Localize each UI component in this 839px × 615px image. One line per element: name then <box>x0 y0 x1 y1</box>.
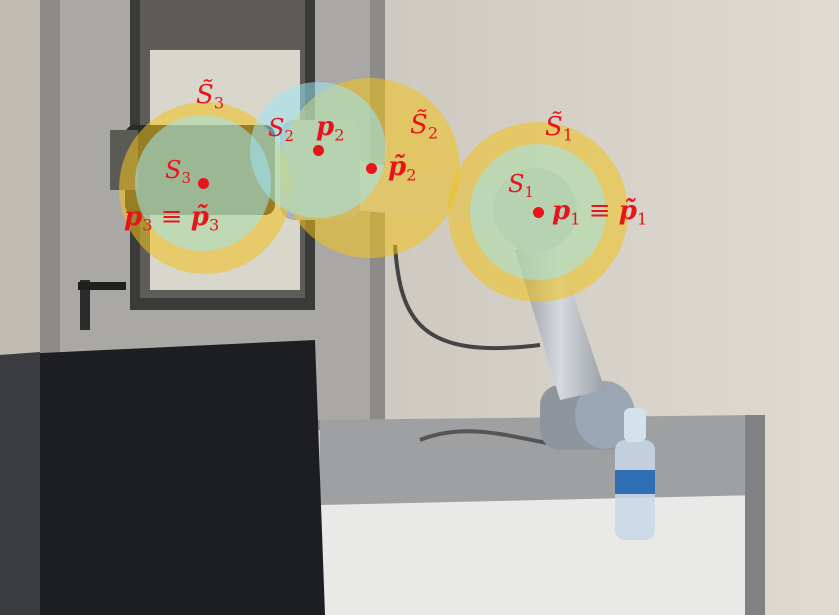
pc-case <box>0 340 325 615</box>
door-handle-plate <box>80 280 90 330</box>
arm-cable-2 <box>393 244 541 351</box>
water-bottle-neck <box>624 408 646 442</box>
point-p1 <box>532 206 544 218</box>
robot-base-joint <box>575 381 635 449</box>
label-p1-equiv-p1-tilde: p1 ≡ p̃1 <box>552 196 648 229</box>
door-handle <box>78 282 126 290</box>
label-p3-equiv-p3-tilde: p3 ≡ p̃3 <box>124 202 220 235</box>
label-s3: S3 <box>165 156 191 188</box>
point-p2-tilde <box>365 162 377 174</box>
label-s1: S1 <box>508 170 534 202</box>
point-p3 <box>197 177 209 189</box>
label-s2: S2 <box>268 114 294 146</box>
table-leg <box>745 415 765 615</box>
label-s2-tilde: S̃2 <box>410 110 439 143</box>
point-p2 <box>312 144 324 156</box>
label-s1-tilde: S̃1 <box>545 112 574 145</box>
label-s3-tilde: S̃3 <box>196 80 225 113</box>
table-front <box>320 495 760 615</box>
label-p2: p2 <box>316 112 345 145</box>
water-bottle-label <box>615 470 655 494</box>
label-p2-tilde: p̃2 <box>388 152 417 185</box>
pc-front-panel <box>0 352 40 615</box>
